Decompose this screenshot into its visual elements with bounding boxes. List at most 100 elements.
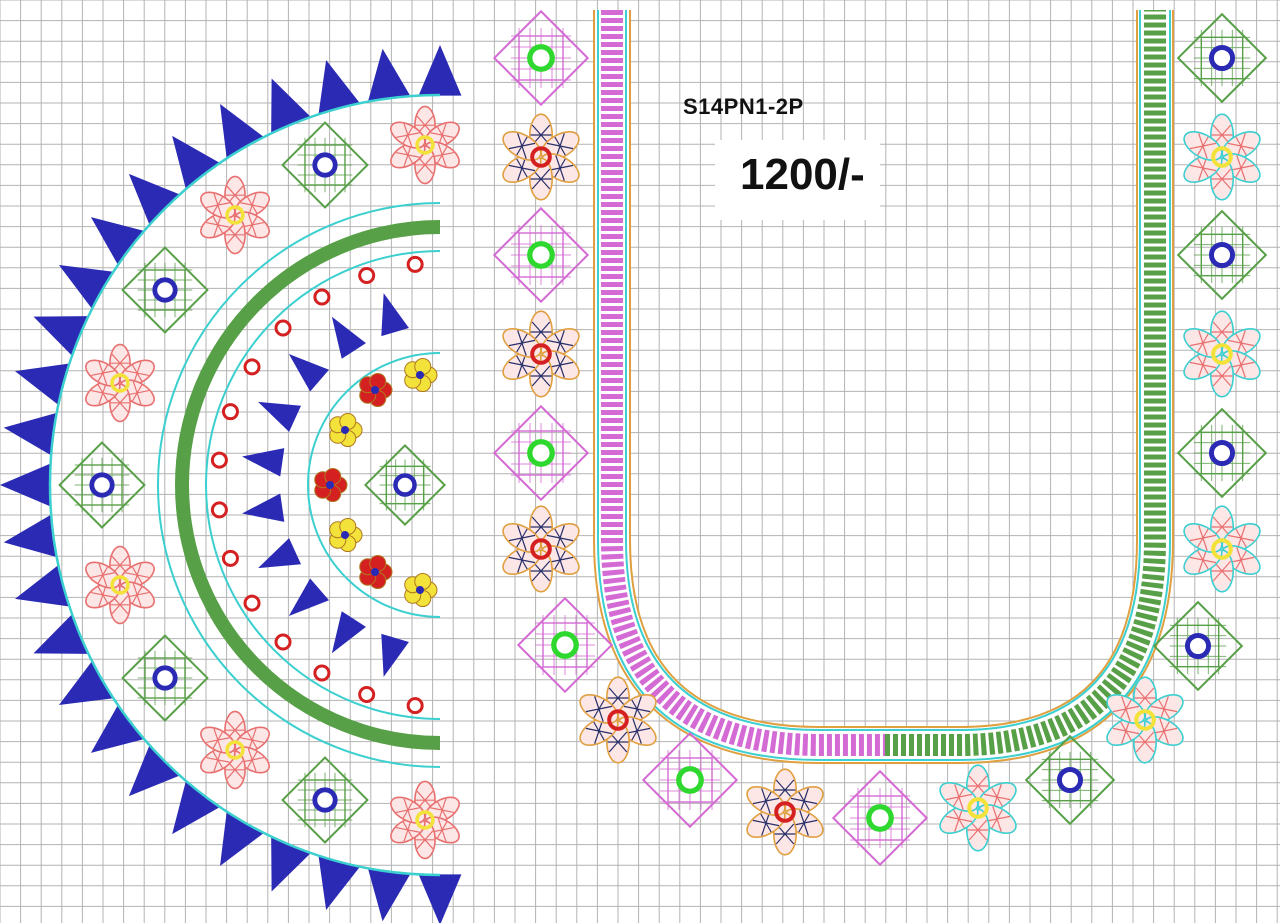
small-petal <box>414 357 432 375</box>
square-mirror-motif <box>516 596 614 694</box>
petal-hatch <box>90 361 115 385</box>
spike <box>220 811 264 867</box>
spike <box>172 780 220 835</box>
square-mirror-motif <box>1176 12 1268 104</box>
small-petal <box>369 372 387 390</box>
spike <box>242 493 285 522</box>
square-outline <box>281 756 369 844</box>
price-label-background <box>715 140 880 220</box>
mirror-ring <box>1208 439 1236 467</box>
outer-motif-ring <box>58 105 460 860</box>
square-mirror-motif <box>121 246 209 334</box>
band-lattice-magenta <box>601 10 885 756</box>
small-petal <box>324 467 342 485</box>
spike <box>288 578 329 616</box>
square-outline <box>281 121 369 209</box>
square-mirror-motif <box>281 756 369 844</box>
spike <box>258 401 302 432</box>
mirror-ring <box>89 472 115 498</box>
flower-petal <box>200 191 236 219</box>
petal-flower-motif <box>502 113 580 201</box>
spike <box>128 173 180 225</box>
small-flower <box>404 357 438 393</box>
small-flower-center <box>341 426 349 434</box>
flower-center <box>415 135 435 155</box>
petal-hatch <box>1189 133 1217 159</box>
petal-hatch <box>752 788 780 814</box>
flower-center <box>225 740 245 760</box>
spike <box>367 48 411 102</box>
spike <box>331 611 366 654</box>
spike <box>172 135 220 190</box>
flower-center <box>1134 709 1156 731</box>
red-dot <box>358 686 376 704</box>
square-outline <box>1176 209 1268 301</box>
neckline-bottom-motifs <box>831 600 1244 867</box>
square-outline <box>492 404 590 502</box>
flower-center <box>1211 538 1233 560</box>
square-mirror-motif <box>492 206 590 304</box>
mirror-ring <box>152 277 178 303</box>
petal-hatch <box>395 798 420 822</box>
band-outline <box>593 10 1174 764</box>
red-dot <box>274 319 292 337</box>
spike <box>14 565 70 607</box>
design-price-label: 1200/- <box>740 150 865 199</box>
petal-flower-motif <box>939 764 1017 852</box>
flower-center <box>967 797 989 819</box>
small-petal <box>414 572 432 590</box>
flower-center <box>415 810 435 830</box>
square-mirror-motif <box>58 441 146 529</box>
red-dot <box>243 594 261 612</box>
square-mirror-motif <box>492 404 590 502</box>
square-mirror-motif <box>1024 734 1116 826</box>
small-flower <box>314 467 348 503</box>
square-outline <box>492 9 590 107</box>
mirror-ring <box>676 766 704 794</box>
petal-flower-motif <box>579 676 657 764</box>
spike <box>367 868 411 922</box>
flower-center <box>530 343 552 365</box>
petal-flower-motif <box>502 310 580 398</box>
flower-center <box>530 538 552 560</box>
small-flower-center <box>371 386 379 394</box>
square-outline <box>1152 600 1244 692</box>
spike <box>288 354 329 392</box>
small-flower-center <box>341 531 349 539</box>
red-dot <box>210 501 228 519</box>
square-mirror-motif <box>281 121 369 209</box>
petal-hatch <box>395 123 420 147</box>
inner-flower-ring <box>314 357 438 608</box>
petal-flower-motif <box>390 105 460 185</box>
mirror-ring <box>312 152 338 178</box>
flower-center <box>110 575 130 595</box>
sleeve-motif <box>0 45 462 923</box>
square-mirror-motif <box>1176 407 1268 499</box>
petal-flower-motif <box>200 710 270 790</box>
lattice-band <box>175 220 441 750</box>
center-square-motif <box>363 443 447 527</box>
spike <box>3 514 57 558</box>
square-outline <box>492 206 590 304</box>
small-flower <box>359 372 393 408</box>
petal-flower-motif <box>1106 676 1184 764</box>
square-mirror-motif <box>641 731 739 829</box>
mirror-ring <box>527 241 555 269</box>
red-dot <box>358 266 376 284</box>
inner-spike-border <box>242 293 409 677</box>
flower-center <box>774 801 796 823</box>
square-outline <box>1176 12 1268 104</box>
petal-flower-motif <box>1183 505 1261 593</box>
petal-flower-motif <box>746 768 824 856</box>
square-mirror-motif <box>121 634 209 722</box>
square-outline <box>121 634 209 722</box>
spike <box>381 633 409 677</box>
spike <box>318 59 360 115</box>
spike <box>381 293 409 337</box>
small-petal <box>369 554 387 572</box>
inner-arc <box>307 352 441 618</box>
petal-hatch <box>1189 525 1217 551</box>
petal-flower-motif <box>502 505 580 593</box>
